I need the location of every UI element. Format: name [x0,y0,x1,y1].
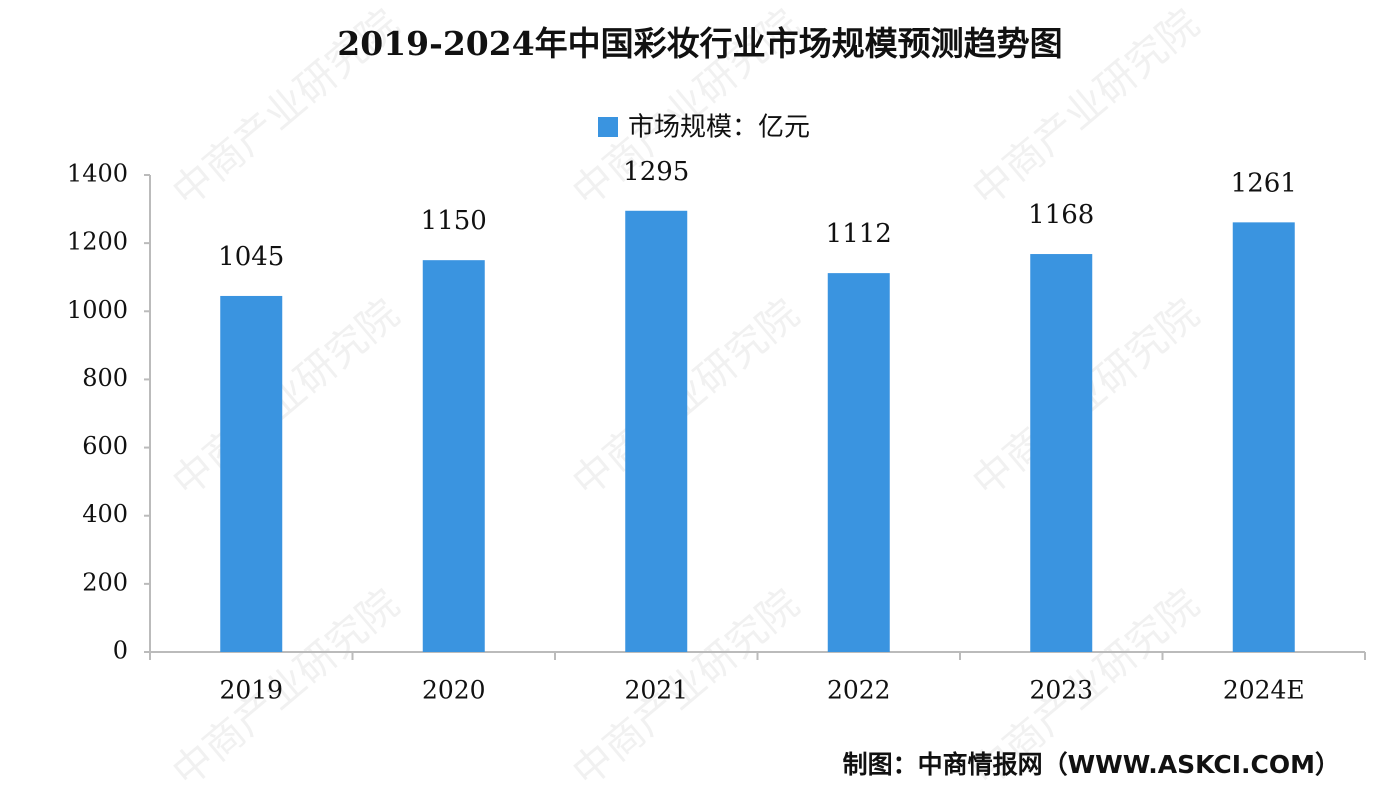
y-tick-label: 0 [113,637,128,665]
bar [220,295,283,652]
bar [1030,254,1093,652]
x-tick-label: 2023 [1029,676,1093,705]
value-label: 1045 [218,242,284,272]
x-tick-label: 2019 [219,676,283,705]
bar [625,210,688,652]
value-label: 1112 [826,219,892,249]
value-label: 1261 [1231,168,1297,198]
y-tick-label: 600 [82,432,128,460]
value-label: 1150 [421,206,487,236]
x-tick-label: 2022 [827,676,891,705]
x-tick-label: 2020 [422,676,486,705]
source-note: 制图：中商情报网（WWW.ASKCI.COM） [843,750,1340,779]
value-label: 1295 [623,157,689,187]
y-tick-label: 1200 [67,228,128,256]
value-label: 1168 [1028,200,1094,230]
bar [827,273,890,652]
chart-title: 2019-2024年中国彩妆行业市场规模预测趋势图 [337,24,1062,63]
legend-label: 市场规模：亿元 [628,113,810,143]
legend-swatch [598,117,618,137]
bar [422,260,485,652]
bar [1232,222,1295,652]
x-tick-label: 2021 [624,676,688,705]
x-tick-label: 2024E [1223,676,1305,705]
y-tick-label: 1000 [67,296,128,324]
y-tick-label: 400 [82,500,128,528]
y-tick-label: 200 [82,568,128,596]
y-tick-label: 800 [82,364,128,392]
y-tick-label: 1400 [67,160,128,188]
